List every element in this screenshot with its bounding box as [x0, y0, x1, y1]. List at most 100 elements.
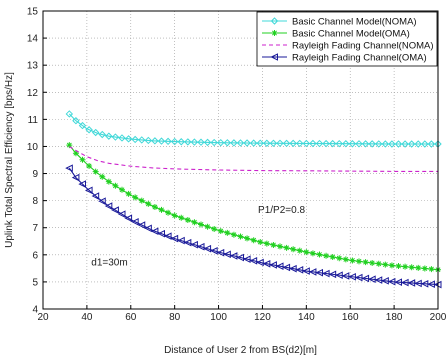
x-tick-label: 200	[430, 312, 447, 323]
data-point-marker	[244, 235, 251, 242]
data-point-marker	[197, 138, 205, 146]
data-point-marker	[375, 260, 382, 267]
data-point-marker	[321, 269, 330, 278]
data-point-marker	[256, 139, 264, 147]
series-1	[65, 110, 442, 148]
data-point-marker	[210, 246, 218, 255]
data-point-marker	[71, 173, 80, 182]
y-tick-label: 15	[27, 7, 39, 18]
data-point-marker	[203, 244, 212, 253]
data-point-marker	[414, 279, 422, 288]
y-tick-label: 8	[32, 196, 38, 207]
y-tick-label: 6	[32, 250, 38, 261]
data-point-marker	[395, 263, 402, 270]
data-point-marker	[190, 240, 198, 249]
data-point-marker	[257, 239, 264, 246]
data-point-marker	[275, 262, 284, 271]
data-point-marker	[124, 214, 133, 223]
data-point-marker	[414, 140, 422, 148]
data-point-marker	[170, 234, 179, 243]
data-point-marker	[191, 219, 198, 226]
data-point-marker	[117, 210, 126, 218]
data-point-marker	[368, 140, 376, 148]
data-point-marker	[354, 273, 363, 282]
data-point-marker	[407, 140, 416, 148]
data-point-marker	[322, 139, 330, 148]
data-point-marker	[388, 140, 396, 148]
data-point-marker	[84, 186, 93, 195]
data-point-marker	[151, 137, 159, 145]
data-point-marker	[203, 138, 212, 147]
data-point-marker	[236, 139, 245, 147]
data-point-marker	[72, 117, 80, 125]
data-point-marker	[124, 135, 133, 143]
data-point-marker	[355, 140, 363, 148]
data-point-marker	[178, 214, 185, 221]
y-tick-label: 9	[32, 169, 38, 180]
legend-label: Basic Channel Model(OMA)	[292, 29, 410, 40]
data-point-marker	[323, 252, 330, 259]
data-point-marker	[104, 202, 113, 210]
data-point-marker	[421, 265, 428, 272]
data-point-marker	[224, 229, 231, 236]
y-tick-label: 10	[27, 142, 39, 153]
data-point-marker	[342, 256, 349, 263]
data-point-marker	[309, 139, 317, 148]
x-tick-label: 40	[81, 312, 93, 323]
data-point-marker	[270, 241, 277, 248]
data-point-marker	[408, 264, 415, 271]
data-point-marker	[132, 194, 139, 201]
data-point-marker	[78, 121, 87, 130]
data-point-marker	[427, 280, 435, 289]
data-point-marker	[420, 279, 429, 288]
data-point-marker	[303, 249, 310, 256]
data-point-marker	[368, 275, 376, 284]
data-point-marker	[65, 110, 74, 118]
series-3	[69, 146, 438, 172]
data-point-marker	[335, 271, 343, 279]
x-tick-label: 160	[342, 312, 359, 323]
data-point-marker	[283, 244, 290, 251]
data-point-marker	[236, 253, 244, 262]
data-point-marker	[349, 257, 356, 264]
data-point-marker	[118, 134, 126, 142]
data-point-marker	[335, 139, 343, 148]
data-point-marker	[282, 139, 291, 148]
data-point-marker	[348, 140, 357, 148]
data-point-marker	[79, 156, 86, 163]
data-point-marker	[112, 182, 119, 189]
data-point-marker	[316, 251, 323, 258]
data-point-marker	[92, 168, 99, 175]
ticks-group: 20 40 60 80 100 120 140 160 180 200 4 5 6 7 8 9 10 11 12 13…	[27, 7, 447, 324]
data-point-marker	[125, 190, 132, 197]
data-point-marker	[216, 248, 225, 257]
data-point-marker	[362, 259, 369, 266]
y-axis-label: Uplink Total Spectral Efficiency [bps/Hz…	[4, 72, 15, 248]
data-point-marker	[158, 206, 165, 213]
data-point-marker	[296, 247, 303, 254]
data-point-marker	[328, 270, 337, 279]
data-point-marker	[243, 139, 251, 147]
data-point-marker	[198, 221, 204, 228]
data-point-marker	[375, 140, 383, 148]
data-point-marker	[85, 126, 93, 134]
data-point-marker	[421, 140, 429, 148]
data-point-marker	[296, 139, 304, 148]
data-point-marker	[308, 268, 317, 276]
data-point-marker	[137, 221, 146, 229]
data-point-marker	[99, 173, 106, 180]
data-point-marker	[86, 162, 93, 169]
y-tick-label: 4	[32, 305, 38, 316]
data-point-marker	[230, 231, 237, 238]
data-point-marker	[277, 243, 283, 250]
y-tick-label: 11	[28, 115, 39, 126]
data-point-marker	[381, 277, 389, 285]
x-tick-label: 120	[254, 312, 271, 323]
x-tick-label: 100	[210, 312, 227, 323]
data-point-marker	[171, 212, 178, 219]
data-point-marker	[249, 139, 258, 147]
data-point-marker	[290, 246, 297, 253]
data-point-marker	[276, 139, 284, 148]
data-point-marker	[249, 256, 258, 265]
data-point-marker	[282, 263, 291, 272]
